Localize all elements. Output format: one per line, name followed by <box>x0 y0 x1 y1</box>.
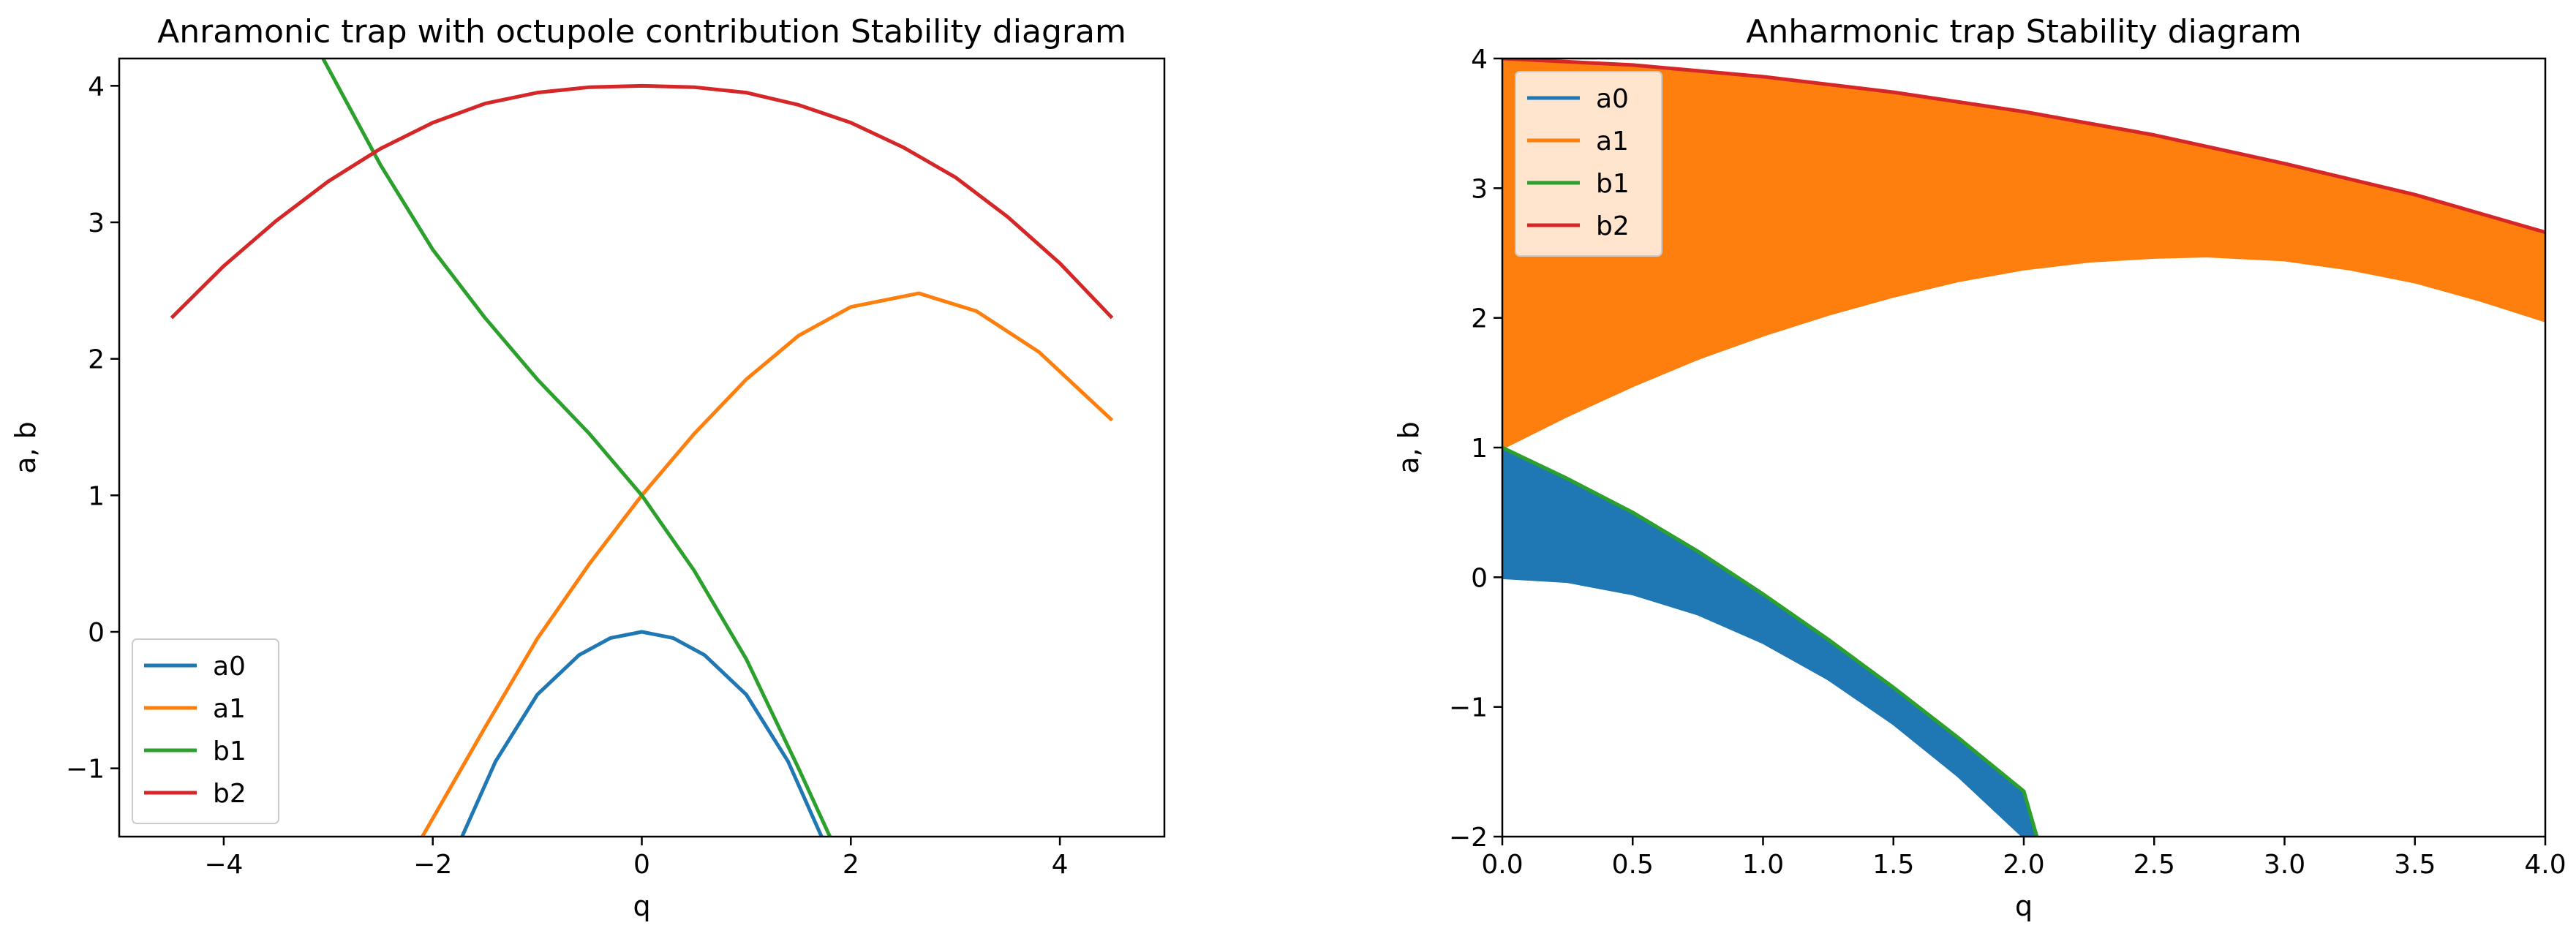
legend-label-a0: a0 <box>213 652 246 682</box>
plot-area <box>170 59 1114 837</box>
chart-title: Anramonic trap with octupole contributio… <box>157 13 1126 50</box>
legend-box <box>1515 71 1662 257</box>
legend-label-b2: b2 <box>213 779 246 809</box>
legend-label-a1: a1 <box>1596 127 1629 156</box>
x-tick-label: 1.5 <box>1872 850 1914 880</box>
legend-label-a0: a0 <box>1596 84 1629 114</box>
x-tick-label: 0.5 <box>1612 850 1654 880</box>
y-tick-label: −2 <box>1449 823 1488 853</box>
x-tick-label: 2 <box>843 850 859 880</box>
y-tick-label: 2 <box>1471 304 1488 334</box>
y-tick-label: −1 <box>1449 693 1488 723</box>
series-line-b2 <box>1502 59 2545 235</box>
series-line-a1 <box>1502 254 2545 450</box>
legend-box <box>132 638 279 824</box>
x-tick-label: 4.0 <box>2524 850 2566 880</box>
y-tick-label: 1 <box>1471 434 1488 464</box>
x-tick-label: 1.0 <box>1742 850 1784 880</box>
y-tick-label: 4 <box>1471 45 1488 75</box>
series-line-a0 <box>1502 575 2027 837</box>
series-line-b2 <box>170 83 1114 320</box>
series-line-a0 <box>460 630 824 837</box>
legend-label-b1: b1 <box>213 736 246 766</box>
y-tick-label: 1 <box>88 481 105 511</box>
series-line-b1 <box>321 59 832 837</box>
series-line-b1 <box>1502 445 2039 837</box>
x-tick-label: 0 <box>633 850 650 880</box>
legend-label-a1: a1 <box>213 694 246 724</box>
chart-panel-2: 0.0 0.5 1.0 1.5 2.0 2.5 3.0 3.5 4.0 −2 −1 0 1 2 3 4 Anha… <box>1393 13 2566 922</box>
x-tick-label: −2 <box>413 850 452 880</box>
y-tick-label: −1 <box>66 755 105 785</box>
x-tick-label: 3.0 <box>2264 850 2305 880</box>
x-axis-label: q <box>633 890 650 922</box>
y-tick-label: 3 <box>1471 174 1488 204</box>
plot-area <box>1502 59 2545 837</box>
fill-region-a1-b2 <box>1502 59 2545 448</box>
y-tick-label: 4 <box>88 72 105 102</box>
x-tick-label: −4 <box>204 850 243 880</box>
legend: a0 a1 b1 b2 <box>1515 71 1662 257</box>
chart-title: Anharmonic trap Stability diagram <box>1746 13 2301 50</box>
y-tick-label: 0 <box>1471 563 1488 593</box>
x-tick-label: 4 <box>1052 850 1069 880</box>
fill-region-a0-b1 <box>1502 448 2037 837</box>
x-tick-label: 3.5 <box>2394 850 2436 880</box>
legend-label-b1: b1 <box>1596 169 1630 199</box>
chart-panel-1: −4 −2 0 2 4 −1 0 1 2 3 4 Anramonic trap with octupo… <box>10 13 1166 922</box>
y-tick-label: 0 <box>88 618 105 648</box>
y-axis-label: a, b <box>10 421 42 474</box>
y-axis-label: a, b <box>1393 421 1425 474</box>
y-tick-label: 2 <box>88 345 105 375</box>
x-axis-label: q <box>2015 890 2033 922</box>
x-tick-label: 2.0 <box>2003 850 2044 880</box>
legend-label-b2: b2 <box>1596 211 1630 241</box>
x-tick-label: 0.0 <box>1481 850 1523 880</box>
series-line-a1 <box>421 291 1114 837</box>
y-tick-label: 3 <box>88 208 105 238</box>
legend: a0 a1 b1 b2 <box>132 638 279 824</box>
x-tick-label: 2.5 <box>2134 850 2175 880</box>
